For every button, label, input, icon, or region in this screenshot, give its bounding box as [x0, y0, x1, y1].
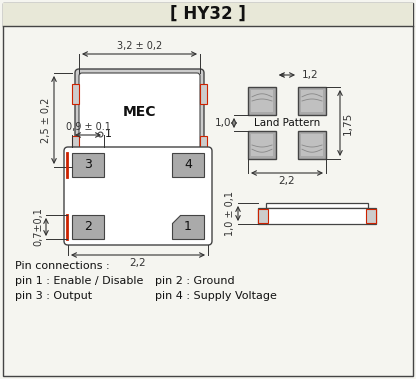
- Text: [ HY32 ]: [ HY32 ]: [170, 5, 246, 23]
- Bar: [72, 84, 79, 104]
- Text: MEC: MEC: [123, 105, 156, 119]
- Text: Pin connections :: Pin connections :: [15, 261, 110, 271]
- Bar: [72, 215, 104, 239]
- Bar: [248, 87, 276, 115]
- Bar: [298, 131, 326, 159]
- Text: pin 3 : Output: pin 3 : Output: [15, 291, 92, 301]
- Text: Land Pattern: Land Pattern: [254, 118, 320, 128]
- Text: 0,9 ± 0.1: 0,9 ± 0.1: [66, 122, 110, 132]
- Polygon shape: [172, 215, 204, 239]
- Text: 3: 3: [84, 158, 92, 172]
- FancyBboxPatch shape: [75, 69, 204, 171]
- Text: pin 1 : Enable / Disable: pin 1 : Enable / Disable: [15, 276, 144, 286]
- Text: pin 4 : Supply Voltage: pin 4 : Supply Voltage: [155, 291, 277, 301]
- Bar: [258, 208, 376, 224]
- Bar: [3, 3, 413, 26]
- Text: 1,0: 1,0: [215, 118, 231, 128]
- Bar: [301, 134, 323, 156]
- Bar: [200, 136, 207, 156]
- Text: 2,2: 2,2: [279, 176, 295, 186]
- Bar: [266, 203, 368, 208]
- Text: 3,2 ± 0,2: 3,2 ± 0,2: [117, 41, 162, 51]
- Text: 1,2: 1,2: [302, 70, 319, 80]
- Text: 1,75: 1,75: [343, 111, 353, 135]
- Bar: [301, 90, 323, 112]
- Text: 2,5 ± 0,2: 2,5 ± 0,2: [41, 97, 51, 143]
- Text: 0,7±0,1: 0,7±0,1: [33, 208, 43, 246]
- Text: 1,0 ± 0,1: 1,0 ± 0,1: [225, 191, 235, 236]
- Text: 2,2: 2,2: [130, 258, 146, 268]
- Bar: [72, 153, 104, 177]
- Bar: [251, 134, 273, 156]
- Bar: [248, 131, 276, 159]
- Bar: [251, 90, 273, 112]
- FancyBboxPatch shape: [64, 147, 212, 245]
- Bar: [200, 84, 207, 104]
- Bar: [366, 209, 376, 223]
- Text: 1: 1: [184, 221, 192, 233]
- Text: 2: 2: [84, 221, 92, 233]
- Bar: [72, 136, 79, 156]
- Bar: [258, 209, 268, 223]
- Text: 4: 4: [184, 158, 192, 172]
- Text: 1: 1: [105, 129, 112, 139]
- Bar: [172, 153, 204, 177]
- Text: pin 2 : Ground: pin 2 : Ground: [155, 276, 235, 286]
- FancyBboxPatch shape: [79, 73, 200, 167]
- Bar: [298, 87, 326, 115]
